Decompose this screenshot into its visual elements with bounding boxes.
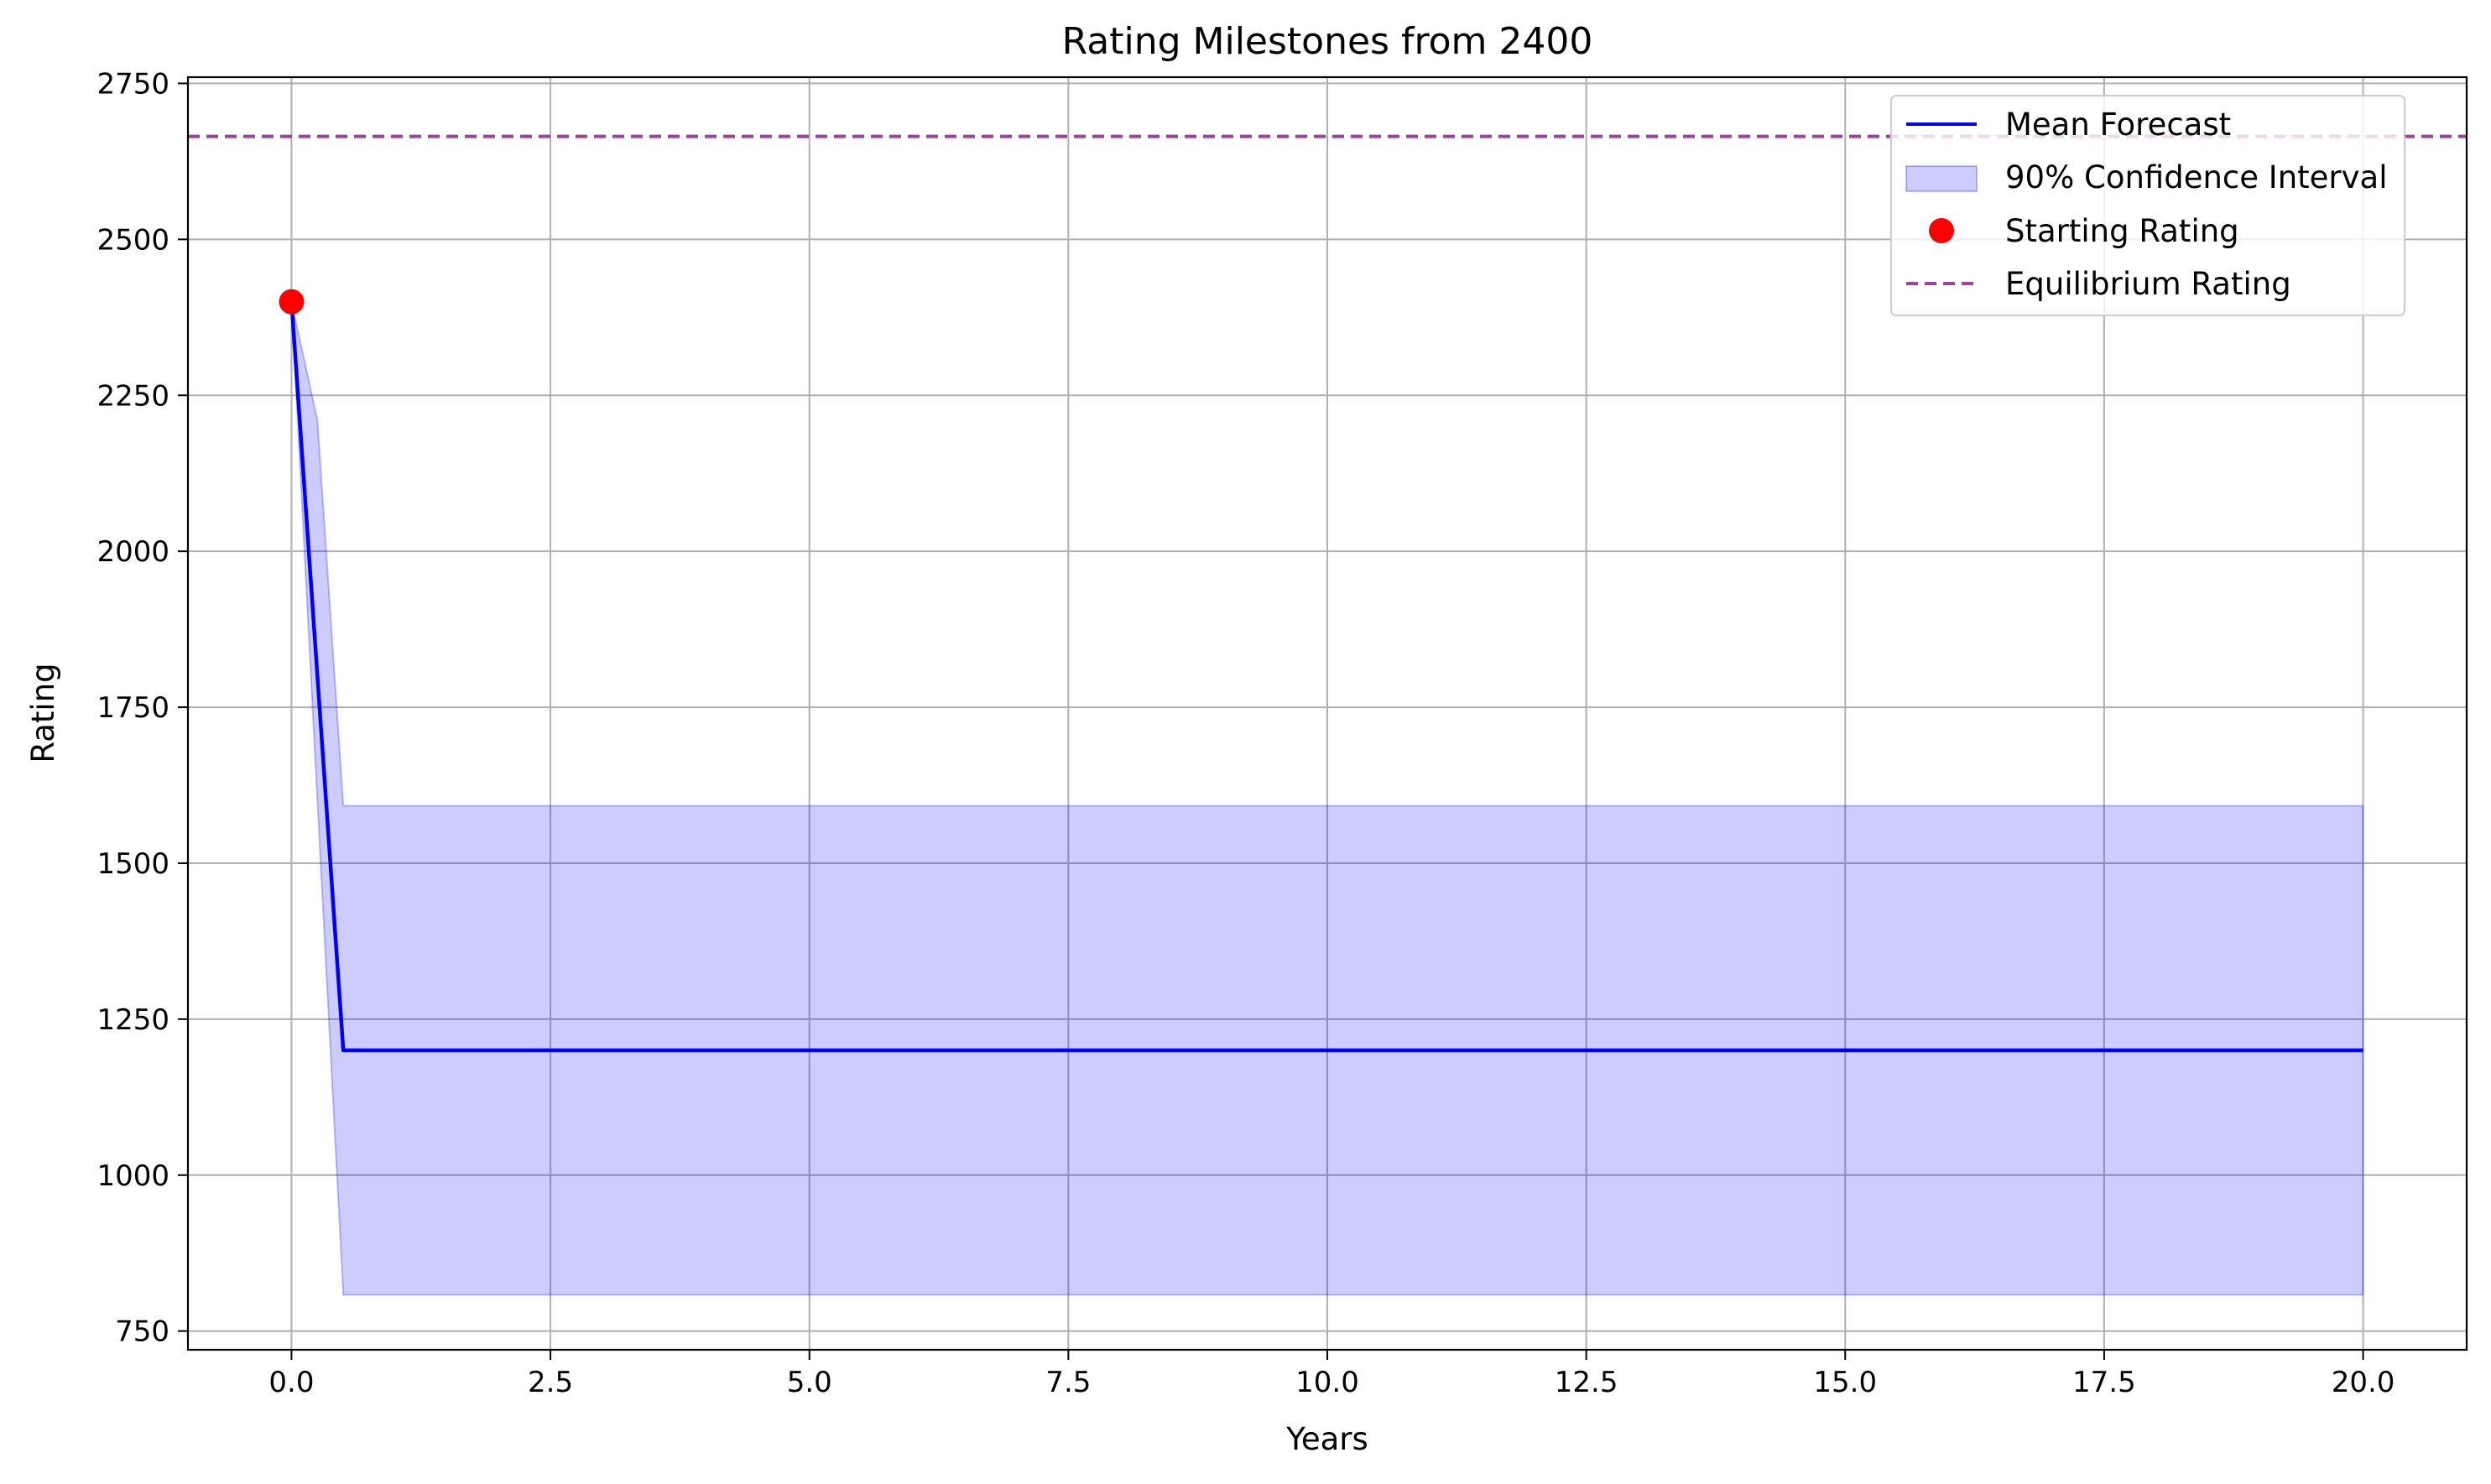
starting-rating-point — [279, 289, 305, 315]
y-tick-label: 2000 — [96, 535, 169, 569]
legend-confidence-interval-label: 90% Confidence Interval — [2005, 159, 2388, 195]
x-tick-label: 0.0 — [268, 1366, 314, 1399]
legend-starting-rating-swatch — [1929, 218, 1954, 243]
y-tick-label: 1500 — [96, 847, 169, 881]
axis-ticks: 0.0 2.5 5.0 7.5 10.0 12.5 15.0 17.5 20.0 750 1000 1… — [96, 67, 2395, 1399]
x-tick-label: 12.5 — [1555, 1366, 1618, 1399]
mean-forecast-line — [289, 301, 2363, 1053]
x-tick-label: 20.0 — [2332, 1366, 2395, 1399]
legend-confidence-interval-swatch — [1905, 165, 1978, 192]
chart-title: Rating Milestones from 2400 — [1062, 20, 1593, 63]
x-tick-label: 15.0 — [1813, 1366, 1877, 1399]
y-tick-label: 2500 — [96, 223, 169, 257]
y-tick-label: 1000 — [96, 1159, 169, 1193]
x-tick-label: 5.0 — [787, 1366, 832, 1399]
x-tick-label: 17.5 — [2072, 1366, 2136, 1399]
y-axis-label: Rating — [25, 663, 61, 763]
series-layer — [188, 134, 2467, 1053]
y-tick-label: 750 — [115, 1315, 169, 1349]
x-tick-label: 7.5 — [1045, 1366, 1091, 1399]
x-axis-label: Years — [1285, 1421, 1368, 1457]
legend-frame — [1890, 95, 2405, 316]
legend-mean-forecast-label: Mean Forecast — [2005, 107, 2231, 143]
y-tick-label: 2250 — [96, 379, 169, 413]
y-tick-label: 2750 — [96, 67, 169, 101]
legend-equilibrium-rating-label: Equilibrium Rating — [2005, 266, 2291, 302]
y-tick-label: 1750 — [96, 691, 169, 725]
legend: Mean Forecast 90% Confidence Interval St… — [1890, 95, 2405, 316]
legend-starting-rating-label: Starting Rating — [2005, 213, 2239, 249]
x-tick-label: 10.0 — [1295, 1366, 1359, 1399]
x-tick-label: 2.5 — [528, 1366, 573, 1399]
y-tick-label: 1250 — [96, 1003, 169, 1037]
